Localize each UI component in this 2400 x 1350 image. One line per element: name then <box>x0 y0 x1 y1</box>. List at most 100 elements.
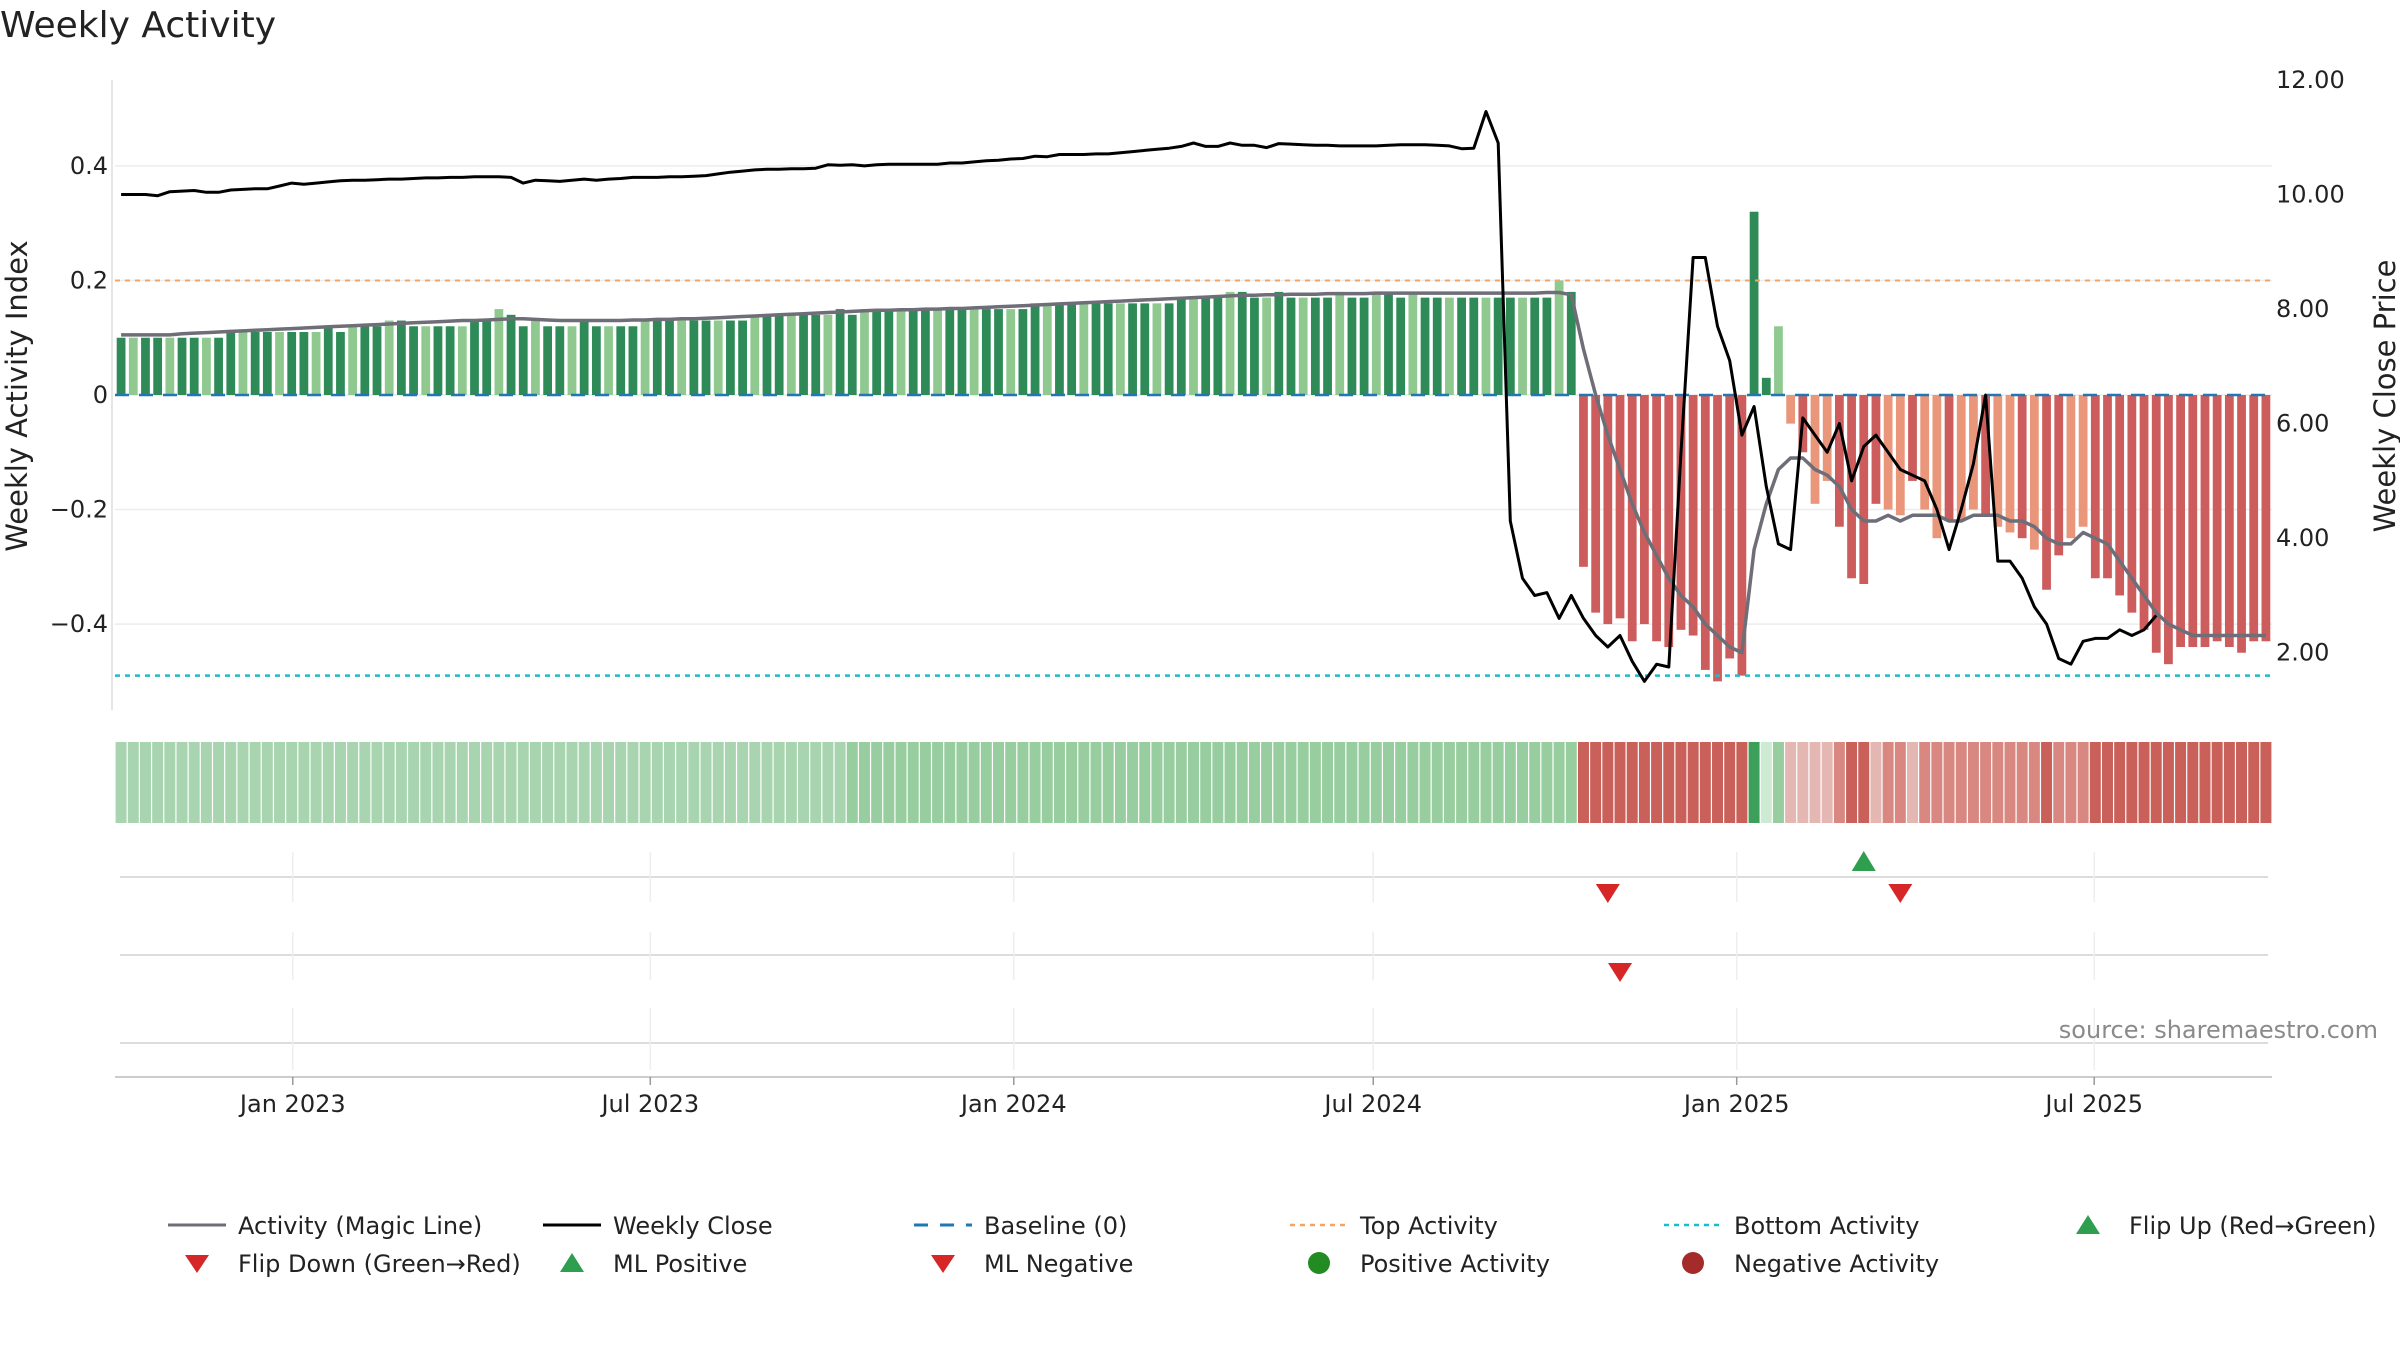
heat-cell <box>493 742 505 823</box>
activity-bar <box>1018 309 1028 395</box>
y-tick-label-left: −0.2 <box>50 496 108 524</box>
activity-bar <box>1298 297 1308 395</box>
heat-cell <box>2260 742 2272 823</box>
legend-label: Activity (Magic Line) <box>238 1212 482 1240</box>
activity-bar <box>1652 395 1661 642</box>
heat-cell <box>420 742 432 823</box>
activity-bar <box>652 320 662 395</box>
activity-bar <box>2261 395 2271 642</box>
heat-cell <box>249 742 261 823</box>
heat-cell <box>1529 742 1541 823</box>
activity-bar <box>1262 297 1272 395</box>
heat-cell <box>1127 742 1139 823</box>
heat-cell <box>2114 742 2126 823</box>
activity-bar <box>1847 395 1856 579</box>
activity-bar <box>847 314 857 395</box>
activity-bar <box>177 337 187 395</box>
x-tick-label: Jan 2023 <box>238 1090 346 1118</box>
activity-bar <box>1091 303 1101 395</box>
activity-bar <box>689 320 699 395</box>
activity-bar <box>1603 395 1613 625</box>
heat-cell <box>1882 742 1894 823</box>
source-note: source: sharemaestro.com <box>2059 1016 2378 1044</box>
activity-bar <box>2176 395 2185 647</box>
x-tick-label: Jul 2023 <box>599 1090 699 1118</box>
heat-cell <box>1967 742 1979 823</box>
heat-cell <box>846 742 858 823</box>
heat-cell <box>542 742 554 823</box>
heat-cell <box>322 742 334 823</box>
signal-rows <box>120 851 2268 1070</box>
activity-bar <box>604 326 613 395</box>
activity-bar <box>1140 303 1150 395</box>
heat-cell <box>1602 742 1614 823</box>
heat-cell <box>2150 742 2162 823</box>
heat-cell <box>1919 742 1931 823</box>
legend: Activity (Magic Line) Weekly Close Baselin… <box>168 1212 2377 1278</box>
heat-cell <box>1894 742 1906 823</box>
activity-bar <box>1530 297 1540 395</box>
legend-label: Weekly Close <box>613 1212 773 1240</box>
activity-bar <box>1810 395 1820 504</box>
heat-cell <box>749 742 761 823</box>
heat-cell <box>1248 742 1260 823</box>
heat-cell <box>822 742 834 823</box>
heat-cell <box>505 742 517 823</box>
x-tick-label: Jan 2025 <box>1682 1090 1790 1118</box>
heat-cell <box>2175 742 2187 823</box>
heat-cell <box>919 742 931 823</box>
activity-bar <box>470 320 479 395</box>
activity-bar <box>1164 303 1174 395</box>
heat-cell <box>1504 742 1516 823</box>
activity-bar <box>1566 291 1576 395</box>
heat-cell <box>834 742 846 823</box>
heat-cell <box>1833 742 1845 823</box>
x-tick-label: Jul 2024 <box>1322 1090 1422 1118</box>
legend-item: Negative Activity <box>1682 1250 1939 1278</box>
activity-bar <box>141 337 150 395</box>
heat-cell <box>2101 742 2113 823</box>
legend-item: Flip Up (Red→Green) <box>2076 1212 2377 1240</box>
heat-cell <box>554 742 566 823</box>
activity-bar <box>579 320 589 395</box>
activity-bar <box>591 326 601 395</box>
activity-bar <box>250 332 260 395</box>
y-tick-label-right: 8.00 <box>2276 295 2329 323</box>
activity-bar <box>1505 297 1515 395</box>
legend-label: Positive Activity <box>1360 1250 1550 1278</box>
activity-bar <box>2115 395 2125 596</box>
heat-cell <box>737 742 749 823</box>
heat-cell <box>932 742 944 823</box>
heat-cell <box>810 742 822 823</box>
activity-bar <box>433 326 443 395</box>
activity-bar <box>860 309 869 395</box>
activity-bar <box>1481 297 1491 395</box>
activity-bar <box>1713 395 1722 682</box>
heat-cell <box>310 742 322 823</box>
activity-bar <box>1384 291 1393 395</box>
heat-cell <box>980 742 992 823</box>
activity-bar <box>1664 395 1674 647</box>
activity-bar <box>1225 291 1235 395</box>
heat-cell <box>2162 742 2174 823</box>
heat-cell <box>237 742 249 823</box>
heat-cell <box>1431 742 1443 823</box>
activity-bar <box>1579 395 1588 567</box>
magic-line-series <box>121 290 2266 655</box>
activity-bar <box>1895 395 1905 516</box>
activity-bar <box>981 309 991 395</box>
activity-bar <box>1408 291 1418 395</box>
activity-bar <box>1237 291 1247 395</box>
heat-cell <box>1395 742 1407 823</box>
activity-bar <box>409 326 418 395</box>
legend-swatch-circle <box>1682 1252 1704 1274</box>
heat-cell <box>1736 742 1748 823</box>
heat-cell <box>944 742 956 823</box>
heat-cell <box>2126 742 2138 823</box>
activity-bar <box>1396 297 1406 395</box>
activity-bar <box>311 332 321 395</box>
activity-bar <box>567 326 577 395</box>
heat-cell <box>1846 742 1858 823</box>
activity-bar <box>1274 291 1284 395</box>
y-tick-label-right: 10.00 <box>2276 181 2345 209</box>
